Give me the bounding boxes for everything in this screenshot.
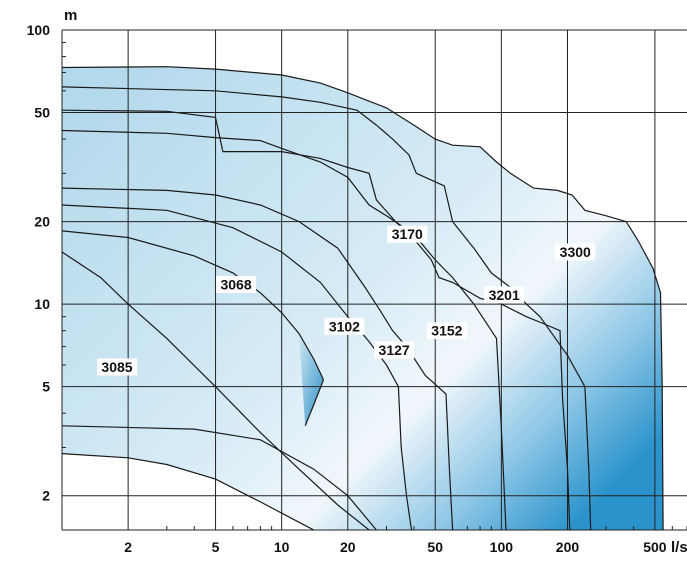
region-3068-lobe (299, 333, 324, 426)
y-tick-label-10: 10 (34, 296, 50, 312)
region-label-bg-3152 (426, 322, 467, 340)
region-label-3300: 3300 (560, 244, 591, 260)
region-label-3068: 3068 (220, 276, 251, 292)
region-label-3201: 3201 (489, 287, 520, 303)
region-label-3152: 3152 (431, 323, 462, 339)
region-label-bg-3300 (555, 243, 596, 261)
curve-3152 (62, 129, 507, 530)
grid-layer: 2 5 10 20 50 100 200 500 2 5 10 20 50 100 l/s m (27, 7, 687, 556)
labels-layer: 3085 3068 3102 3127 3152 3170 3201 3300 (97, 225, 596, 376)
x-tick-label-50: 50 (427, 539, 443, 555)
x-tick-label-100: 100 (490, 539, 514, 555)
curve-3127 (62, 187, 454, 530)
curve-3102-lower (62, 425, 377, 530)
envelope-region (62, 66, 664, 530)
curve-3085 (62, 251, 370, 530)
region-label-3085: 3085 (101, 359, 132, 375)
curve-3085-lower (62, 453, 315, 530)
curve-3068 (62, 230, 325, 380)
region-label-3170: 3170 (392, 226, 423, 242)
region-label-bg-3085 (97, 358, 138, 376)
regions-layer (62, 66, 664, 530)
x-tick-label-20: 20 (340, 539, 356, 555)
x-axis-unit: l/s (671, 539, 687, 556)
region-label-bg-3170 (387, 225, 428, 243)
x-tick-label-2: 2 (124, 539, 132, 555)
region-label-3102: 3102 (329, 318, 360, 334)
x-tick-label-200: 200 (556, 539, 580, 555)
region-label-bg-3127 (374, 341, 415, 359)
region-label-bg-3102 (324, 317, 365, 335)
x-tick-label-500: 500 (643, 539, 667, 555)
y-tick-label-20: 20 (34, 214, 50, 230)
curve-3300 (62, 66, 664, 530)
y-tick-label-5: 5 (42, 379, 50, 395)
y-axis-unit: m (64, 7, 77, 24)
region-label-bg-3068 (216, 275, 257, 293)
y-tick-label-100: 100 (27, 22, 51, 38)
curves-layer (62, 66, 664, 530)
curve-3170 (62, 109, 571, 530)
region-label-bg-3201 (484, 286, 525, 304)
y-tick-label-2: 2 (42, 488, 50, 504)
region-label-3127: 3127 (379, 342, 410, 358)
y-tick-label-50: 50 (34, 105, 50, 121)
curve-3201 (62, 86, 592, 530)
x-tick-label-5: 5 (212, 539, 220, 555)
curve-3068-lower (304, 379, 325, 427)
x-tick-label-10: 10 (274, 539, 290, 555)
